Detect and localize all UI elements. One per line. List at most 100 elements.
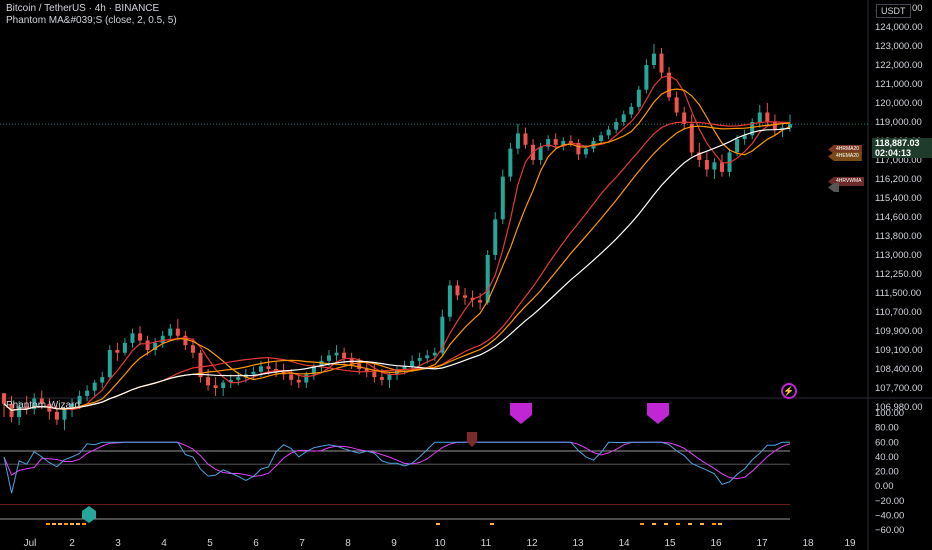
osc-main-line (3, 441, 790, 494)
countdown-timer: 02:04:13 (875, 148, 912, 158)
price-tick-label: 110,700.00 (875, 307, 922, 318)
time-tick-label: 8 (345, 538, 351, 549)
price-tick-label: 112,250.00 (875, 269, 922, 280)
time-tick-label: 6 (253, 538, 259, 549)
candle-body (659, 53, 664, 73)
currency-badge[interactable]: USDT (876, 4, 911, 18)
candle-body (455, 285, 460, 296)
time-tick-label: 14 (618, 538, 630, 549)
ma-label-other (828, 183, 839, 192)
time-tick-label: 2 (69, 538, 75, 549)
osc-tick-label: 80.00 (875, 423, 899, 434)
candle-body (296, 379, 301, 383)
candle-body (463, 295, 468, 298)
candle-body (629, 106, 634, 115)
candle-body (515, 133, 520, 149)
price-tick-label: 111,500.00 (875, 288, 921, 299)
candle-body (24, 406, 29, 410)
candle-body (712, 162, 717, 170)
candle-body (447, 285, 452, 317)
osc-dot-marker (664, 523, 668, 525)
phantom-logo-icon[interactable]: ⚡ (781, 383, 797, 399)
candle-body (364, 369, 369, 372)
candle-body (410, 360, 415, 367)
osc-tick-label: 20.00 (875, 467, 899, 478)
ma-label-rvwma: 4HRVWMA (828, 177, 865, 186)
price-tick-label: 108,400.00 (875, 364, 923, 375)
candle-body (772, 122, 777, 130)
candle-body (493, 219, 498, 255)
candle-body (485, 255, 490, 303)
candle-body (130, 333, 135, 343)
sell-signal-marker (510, 403, 532, 424)
candle-body (251, 371, 256, 375)
candle-body (704, 160, 709, 170)
candle-body (153, 342, 158, 350)
candle-body (553, 139, 558, 145)
candle-body (228, 379, 233, 383)
candle-body (719, 162, 724, 172)
osc-tick-label: 40.00 (875, 452, 899, 463)
candle-body (440, 316, 445, 353)
osc-dot-marker (652, 523, 656, 525)
time-tick-label: Jul (24, 538, 37, 549)
price-tick-label: 119,000.00 (875, 117, 922, 128)
time-tick-label: 7 (299, 538, 305, 549)
candle-body (326, 355, 331, 361)
candle-body (236, 377, 241, 380)
indicator-legend[interactable]: Phantom MA&#039;S (close, 2, 0.5, 5) (6, 15, 177, 26)
price-tick-label: 114,600.00 (875, 212, 922, 223)
candle-body (39, 398, 44, 404)
candle-body (70, 403, 75, 410)
candle-body (138, 333, 143, 341)
candle-body (372, 371, 377, 378)
indicator-panel-title[interactable]: Phantom Wizard (6, 400, 80, 411)
price-tick-label: 115,400.00 (875, 193, 922, 204)
time-tick-label: 5 (207, 538, 213, 549)
osc-dot-marker (490, 523, 494, 525)
candle-body (190, 345, 195, 353)
time-tick-label: 9 (391, 538, 397, 549)
candle-body (334, 352, 339, 356)
candle-body (311, 366, 316, 375)
candle-body (266, 366, 271, 369)
osc-dot-marker (46, 523, 50, 525)
candle-body (765, 112, 770, 122)
candle-body (568, 141, 573, 143)
price-tick-label: 109,100.00 (875, 345, 923, 356)
candle-body (742, 135, 747, 140)
candle-body (54, 411, 59, 420)
candle-body (77, 395, 82, 404)
price-tick-label: 124,000.00 (875, 22, 923, 33)
candle-body (788, 124, 792, 128)
osc-dot-marker (52, 523, 56, 525)
time-tick-label: 11 (481, 538, 492, 549)
candle-body (757, 112, 762, 122)
candle-body (387, 374, 392, 380)
candle-body (500, 176, 505, 220)
candle-body (478, 300, 483, 303)
time-tick-label: 19 (844, 538, 856, 549)
price-tick-label: 117,000.00 (875, 155, 922, 166)
osc-dot-marker (436, 523, 440, 525)
candle-body (636, 89, 641, 107)
sell-signal-marker (647, 403, 669, 424)
osc-dot-marker (688, 523, 692, 525)
price-tick-label: 109,900.00 (875, 326, 923, 337)
time-tick-label: 16 (710, 538, 722, 549)
price-tick-label: 121,000.00 (875, 79, 923, 90)
candle-body (221, 382, 226, 388)
candle-body (402, 366, 407, 369)
candle-body (689, 123, 694, 153)
candle-body (62, 409, 67, 420)
candle-body (213, 385, 218, 388)
osc-tick-label: −60.00 (875, 525, 904, 536)
candle-body (319, 360, 324, 367)
candle-body (85, 390, 90, 396)
price-tick-label: 123,000.00 (875, 41, 923, 52)
price-tick-label: 122,000.00 (875, 60, 923, 71)
time-tick-label: 15 (664, 538, 676, 549)
candle-body (258, 366, 263, 372)
price-tick-label: 116,200.00 (875, 174, 922, 185)
candle-body (289, 374, 294, 380)
